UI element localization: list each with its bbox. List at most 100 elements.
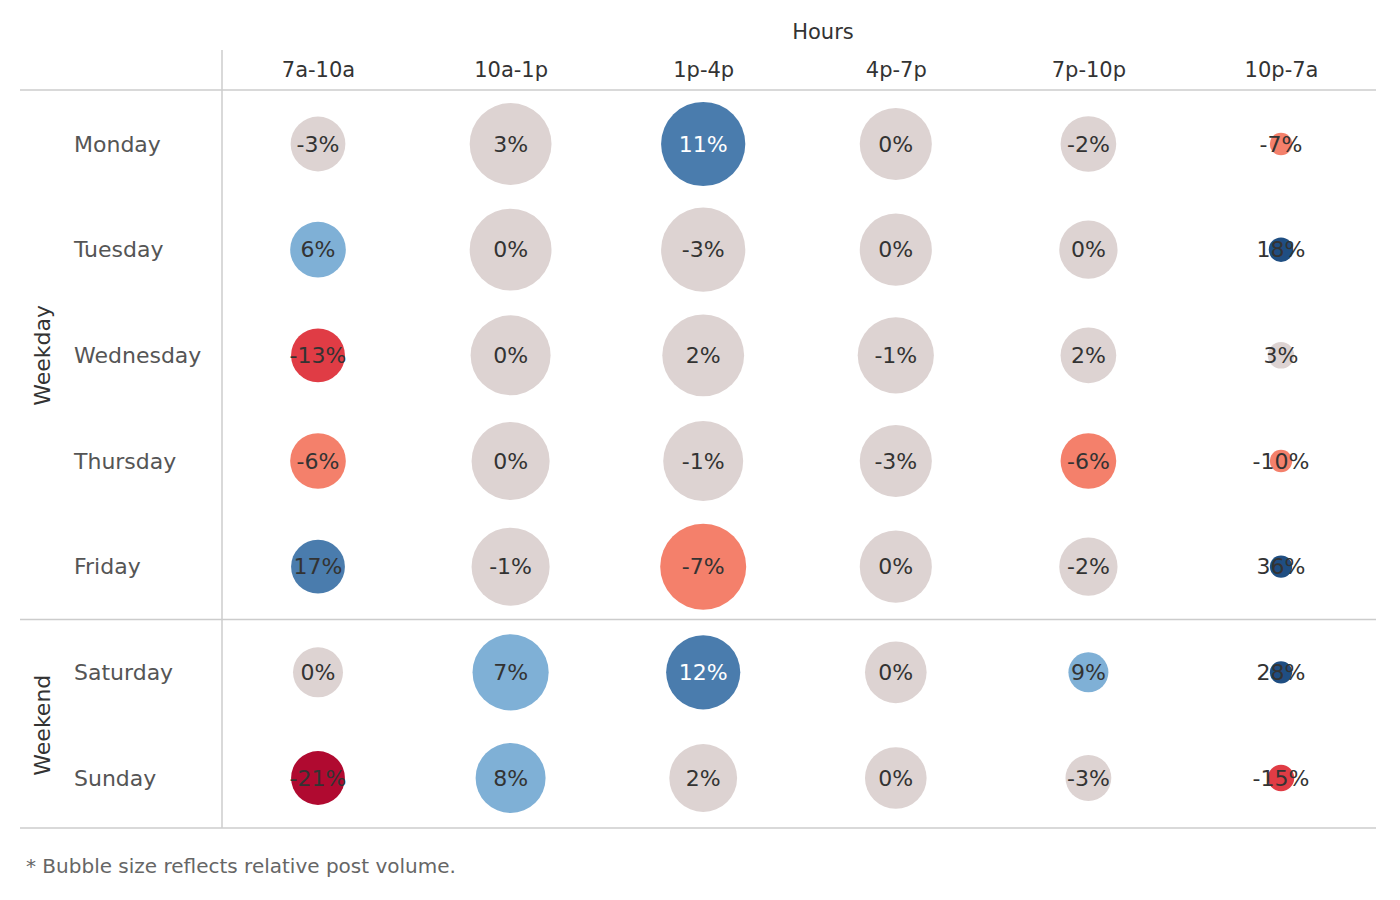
bubble bbox=[1059, 221, 1117, 279]
bubble bbox=[860, 214, 932, 286]
data-label: 0% bbox=[878, 660, 913, 685]
x-tick: 10p-7a bbox=[1245, 58, 1319, 82]
data-label: -3% bbox=[297, 132, 340, 157]
bubble bbox=[858, 317, 934, 393]
bubble bbox=[471, 315, 551, 395]
x-tick: 4p-7p bbox=[866, 58, 927, 82]
bubble bbox=[1061, 116, 1117, 172]
data-label: -3% bbox=[874, 449, 917, 474]
y-tick: Friday bbox=[74, 554, 141, 579]
data-label: 3% bbox=[1264, 343, 1299, 368]
footnote: * Bubble size reflects relative post vol… bbox=[26, 854, 456, 878]
data-label: -3% bbox=[1067, 766, 1110, 791]
y-tick: Wednesday bbox=[74, 343, 201, 368]
x-tick-label: 4p-7p bbox=[866, 58, 927, 82]
bubble bbox=[472, 422, 550, 500]
bubble bbox=[472, 528, 550, 606]
data-label: 0% bbox=[493, 237, 528, 262]
data-label: 0% bbox=[878, 766, 913, 791]
y-tick-label: Wednesday bbox=[74, 343, 201, 368]
y-tick: Sunday bbox=[74, 766, 156, 791]
bottom-line bbox=[20, 827, 1376, 829]
group-label: Weekend bbox=[30, 675, 55, 776]
x-tick: 10a-1p bbox=[474, 58, 548, 82]
y-tick: Thursday bbox=[73, 449, 176, 474]
x-title: Hours bbox=[792, 20, 854, 44]
data-label: 3% bbox=[493, 132, 528, 157]
bubble bbox=[470, 103, 552, 185]
data-label: 6% bbox=[301, 237, 336, 262]
bubble bbox=[1068, 652, 1108, 692]
data-label: 9% bbox=[1071, 660, 1106, 685]
bubble bbox=[1059, 538, 1117, 596]
bubble bbox=[1065, 755, 1111, 801]
data-label: 0% bbox=[301, 660, 336, 685]
data-label: 0% bbox=[878, 554, 913, 579]
group-label: Weekday bbox=[30, 305, 55, 406]
x-axis: 7a-10a 10a-1p 1p-4p 4p-7p 7p-10p 10p-7a bbox=[282, 58, 1319, 82]
y-tick-label: Friday bbox=[74, 554, 141, 579]
bubble bbox=[290, 433, 346, 489]
data-label: 2% bbox=[1071, 343, 1106, 368]
bubble bbox=[1061, 433, 1117, 489]
data-label: -2% bbox=[1067, 132, 1110, 157]
y-axis: MondayTuesdayWednesdayThursdayFridaySatu… bbox=[73, 132, 201, 791]
bubble bbox=[669, 744, 737, 812]
bubble bbox=[865, 642, 927, 704]
data-label: -1% bbox=[682, 449, 725, 474]
y-tick: Monday bbox=[74, 132, 161, 157]
data-label: 11% bbox=[679, 132, 728, 157]
y-tick-label: Saturday bbox=[74, 660, 173, 685]
data-label: 2% bbox=[686, 343, 721, 368]
y-tick: Saturday bbox=[74, 660, 173, 685]
data-label: -1% bbox=[489, 554, 532, 579]
x-tick-label: 10p-7a bbox=[1245, 58, 1319, 82]
data-label: -7% bbox=[1260, 132, 1303, 157]
bubble bbox=[660, 524, 746, 610]
chart: Weekday Weekend Hours 7a-10a 10a-1p 1p-4p 4p-7… bbox=[0, 0, 1400, 900]
bubble bbox=[291, 540, 345, 594]
x-tick-label: 7p-10p bbox=[1052, 58, 1126, 82]
bubble bbox=[291, 117, 346, 172]
x-tick-label: 10a-1p bbox=[474, 58, 548, 82]
data-label: 18% bbox=[1257, 237, 1306, 262]
data-label: -13% bbox=[290, 343, 347, 368]
bubble bbox=[290, 222, 346, 278]
bubble bbox=[860, 531, 932, 603]
data-label: -2% bbox=[1067, 554, 1110, 579]
bubble bbox=[865, 747, 927, 809]
x-tick-label: 1p-4p bbox=[673, 58, 734, 82]
bubble bbox=[860, 425, 932, 497]
group-separator bbox=[20, 619, 1376, 621]
x-tick: 7p-10p bbox=[1052, 58, 1126, 82]
bubble bbox=[666, 635, 740, 709]
bubble bbox=[473, 634, 549, 710]
data-label: -6% bbox=[1067, 449, 1110, 474]
bubble bbox=[663, 421, 743, 501]
bubble bbox=[661, 102, 745, 186]
bubble bbox=[470, 209, 552, 291]
y-tick-label: Monday bbox=[74, 132, 161, 157]
data-label: 12% bbox=[679, 660, 728, 685]
data-label: 36% bbox=[1257, 554, 1306, 579]
data-labels: -3% 3% 11% 0% -2% -7% 6% 0% -3% 0% 0% 18% -13% 0% 2% -1… bbox=[290, 132, 1310, 791]
bubble bbox=[1061, 328, 1117, 384]
x-axis-domain bbox=[319, 80, 1282, 81]
y-tick-label: Thursday bbox=[73, 449, 176, 474]
x-tick: 1p-4p bbox=[673, 58, 734, 82]
data-label: -7% bbox=[682, 554, 725, 579]
bubble bbox=[662, 314, 744, 396]
data-label: 0% bbox=[493, 343, 528, 368]
bubble bbox=[293, 647, 343, 697]
x-tick-label: 7a-10a bbox=[282, 58, 355, 82]
data-label: 28% bbox=[1257, 660, 1306, 685]
bubbles bbox=[290, 102, 1294, 813]
data-label: 2% bbox=[686, 766, 721, 791]
data-label: 7% bbox=[493, 660, 528, 685]
data-label: 8% bbox=[493, 766, 528, 791]
bubble bbox=[476, 743, 546, 813]
bubble bbox=[661, 208, 745, 292]
table-lines bbox=[20, 50, 1376, 828]
x-tick: 7a-10a bbox=[282, 58, 355, 82]
data-label: 0% bbox=[1071, 237, 1106, 262]
